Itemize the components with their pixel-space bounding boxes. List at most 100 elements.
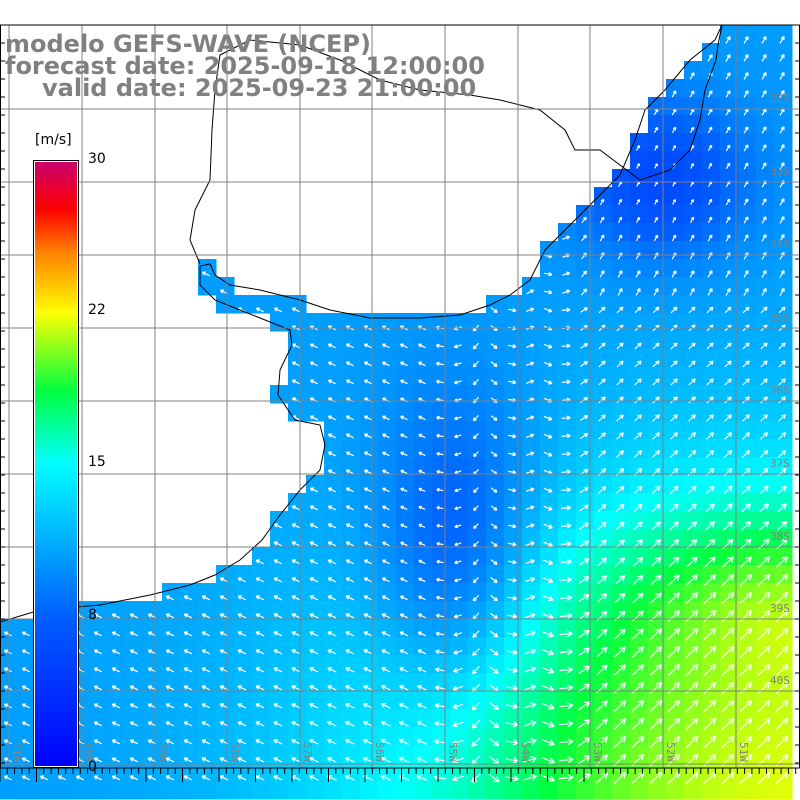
wind-speed-cell [774, 439, 793, 458]
wind-arrow [617, 216, 623, 224]
wind-arrow [454, 560, 462, 565]
wind-arrow [201, 667, 211, 673]
wind-speed-cell [594, 565, 613, 584]
wind-arrow [707, 162, 713, 169]
wind-arrow [761, 54, 767, 62]
wind-speed-cell [684, 457, 703, 476]
wind-speed-cell [756, 277, 775, 296]
wind-speed-cell [522, 421, 541, 440]
wind-speed-cell [468, 601, 487, 620]
wind-arrow [237, 739, 247, 745]
wind-speed-cell [666, 403, 685, 422]
wind-arrow [327, 451, 336, 457]
wind-speed-cell [702, 457, 721, 476]
wind-speed-cell [612, 673, 631, 692]
wind-arrow [560, 541, 572, 547]
wind-arrow [561, 505, 572, 511]
wind-speed-cell [594, 583, 613, 602]
wind-speed-cell [666, 115, 685, 134]
wind-speed-cell [648, 619, 667, 638]
wind-arrow [508, 505, 517, 511]
wind-arrow [525, 361, 535, 366]
wind-arrow [452, 685, 463, 691]
wind-speed-cell [666, 421, 685, 440]
wind-arrow [703, 592, 717, 604]
wind-speed-cell [684, 313, 703, 332]
wind-arrow [21, 775, 30, 781]
wind-arrow [688, 378, 696, 386]
wind-arrow [237, 289, 246, 295]
wind-arrow [165, 685, 175, 691]
wind-arrow [363, 613, 373, 619]
wind-speed-cell [774, 277, 793, 296]
wind-speed-cell [594, 709, 613, 728]
wind-arrow [508, 434, 517, 439]
wind-speed-cell [612, 349, 631, 368]
wind-speed-cell [720, 727, 739, 746]
wind-arrow [255, 685, 265, 691]
wind-speed-cell [612, 583, 631, 602]
latitude-label: 33S [770, 165, 790, 178]
wind-arrow [3, 721, 12, 727]
wind-arrow [596, 628, 608, 640]
wind-arrow [543, 451, 553, 457]
wind-arrow [436, 505, 444, 510]
wind-speed-cell [774, 511, 793, 530]
wind-speed-cell [666, 475, 685, 494]
wind-speed-cell [774, 565, 793, 584]
wind-arrow [653, 288, 659, 296]
wind-speed-cell [702, 61, 721, 80]
wind-speed-cell [756, 169, 775, 188]
wind-speed-cell [576, 421, 595, 440]
wind-arrow [779, 72, 785, 80]
wind-speed-cell [612, 223, 631, 242]
wind-arrow [779, 90, 785, 98]
wind-speed-cell [468, 385, 487, 404]
wind-arrow [616, 432, 624, 440]
wind-arrow [558, 774, 574, 782]
wind-arrow [757, 663, 771, 676]
wind-speed-cell [648, 475, 667, 494]
wind-speed-cell [684, 241, 703, 260]
wind-speed-cell [666, 313, 685, 332]
wind-arrow [542, 577, 554, 584]
wind-speed-cell [738, 637, 757, 656]
wind-speed-cell [666, 97, 685, 116]
wind-arrow [273, 631, 283, 637]
wind-arrow [634, 360, 642, 368]
wind-arrow [273, 541, 283, 547]
wind-arrow [775, 645, 789, 658]
wind-arrow [760, 306, 768, 314]
wind-speed-cell [648, 205, 667, 224]
wind-speed-cell [648, 637, 667, 656]
wind-arrow [706, 342, 714, 350]
wind-arrow [760, 432, 769, 440]
wind-speed-cell [702, 205, 721, 224]
wind-arrow [561, 487, 571, 493]
wind-speed-cell [594, 547, 613, 566]
wind-arrow [291, 505, 301, 511]
wind-arrow [777, 485, 787, 495]
wind-arrow [345, 613, 355, 619]
wind-arrow [580, 288, 588, 296]
wind-arrow [635, 288, 641, 296]
wind-arrow [93, 613, 102, 619]
wind-speed-cell [720, 781, 739, 800]
wind-arrow [636, 199, 641, 205]
wind-speed-cell [702, 565, 721, 584]
wind-arrow [382, 523, 390, 529]
wind-arrow [649, 646, 663, 658]
wind-arrow [39, 775, 48, 781]
wind-speed-cell [702, 241, 721, 260]
wind-speed-cell [720, 565, 739, 584]
wind-speed-cell [738, 511, 757, 530]
wind-speed-cell [576, 367, 595, 386]
wind-arrow [309, 487, 319, 493]
wind-arrow [490, 433, 498, 439]
wind-arrow [363, 667, 373, 673]
wind-arrow [705, 521, 716, 531]
wind-arrow [721, 574, 735, 586]
wind-speed-cell [702, 331, 721, 350]
wind-speed-cell [450, 565, 469, 584]
wind-arrow [400, 433, 408, 439]
